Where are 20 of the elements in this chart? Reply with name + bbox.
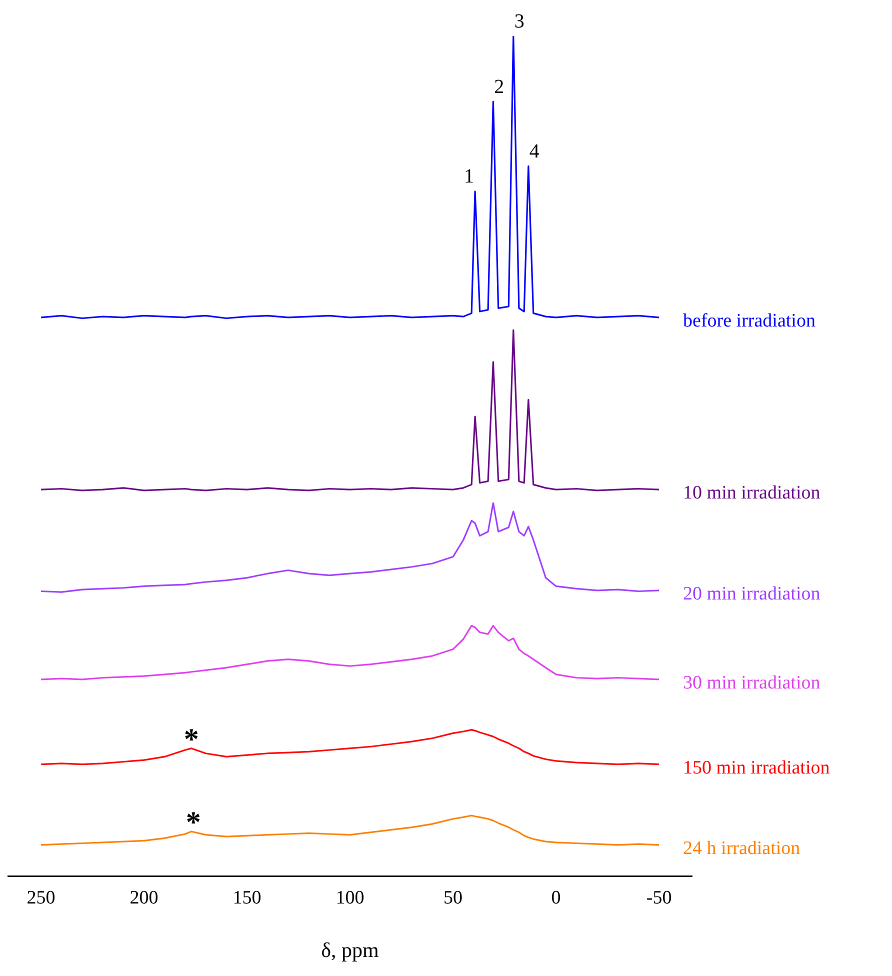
- x-axis-title: δ, ppm: [321, 938, 379, 962]
- x-tick-label: 0: [551, 887, 561, 908]
- annotation: *: [186, 806, 201, 840]
- x-tick-label: 200: [130, 887, 158, 908]
- annotation: *: [184, 723, 199, 756]
- series-label: 24 h irradiation: [683, 838, 801, 859]
- annotation: 1: [464, 166, 474, 188]
- x-tick-label: 100: [336, 887, 364, 908]
- x-tick-label: -50: [646, 887, 672, 908]
- x-tick-label: 250: [26, 887, 56, 908]
- annotation: 2: [494, 76, 504, 98]
- series-label: before irradiation: [683, 310, 816, 332]
- annotation: 4: [529, 140, 540, 162]
- series-label: 20 min irradiation: [683, 583, 821, 604]
- series-label: 150 min irradiation: [683, 757, 830, 778]
- x-tick-label: 150: [232, 887, 262, 908]
- series-label: 10 min irradiation: [683, 482, 821, 504]
- series-label: 30 min irradiation: [683, 672, 821, 694]
- x-tick-label: 50: [444, 887, 463, 908]
- annotation: 3: [514, 10, 524, 32]
